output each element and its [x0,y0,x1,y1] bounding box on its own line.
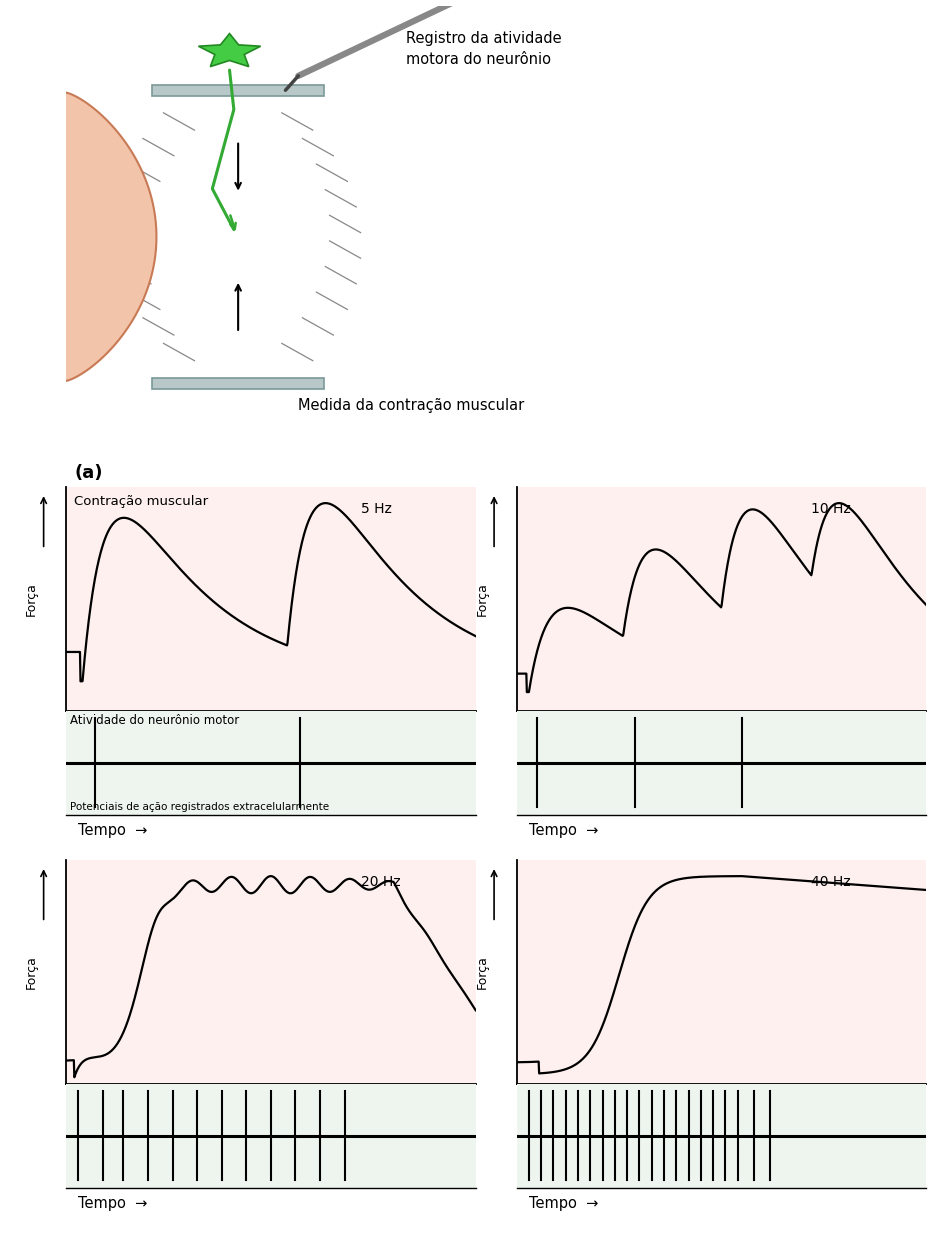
Text: Registro da atividade
motora do neurônio: Registro da atividade motora do neurônio [405,31,561,67]
Text: (a): (a) [75,463,103,482]
Text: Força: Força [475,581,488,615]
Text: Força: Força [475,955,488,989]
Text: Tempo  →: Tempo → [529,1195,598,1211]
Text: Medida da contração muscular: Medida da contração muscular [298,397,524,412]
Text: 40 Hz: 40 Hz [811,875,851,889]
Polygon shape [198,34,261,67]
Bar [152,85,324,96]
Text: Tempo  →: Tempo → [78,823,147,838]
Polygon shape [0,92,157,381]
Bar [152,378,324,388]
Text: Potenciais de ação registrados extracelularmente: Potenciais de ação registrados extracelu… [70,802,329,812]
Text: 20 Hz: 20 Hz [361,875,400,889]
Text: Tempo  →: Tempo → [78,1195,147,1211]
Text: Tempo  →: Tempo → [529,823,598,838]
Text: Atividade do neurônio motor: Atividade do neurônio motor [70,713,239,727]
Text: Força: Força [25,955,38,989]
Text: 5 Hz: 5 Hz [361,502,392,517]
Text: Força: Força [25,581,38,615]
Text: Contração muscular: Contração muscular [75,496,209,508]
Text: 10 Hz: 10 Hz [811,502,851,517]
